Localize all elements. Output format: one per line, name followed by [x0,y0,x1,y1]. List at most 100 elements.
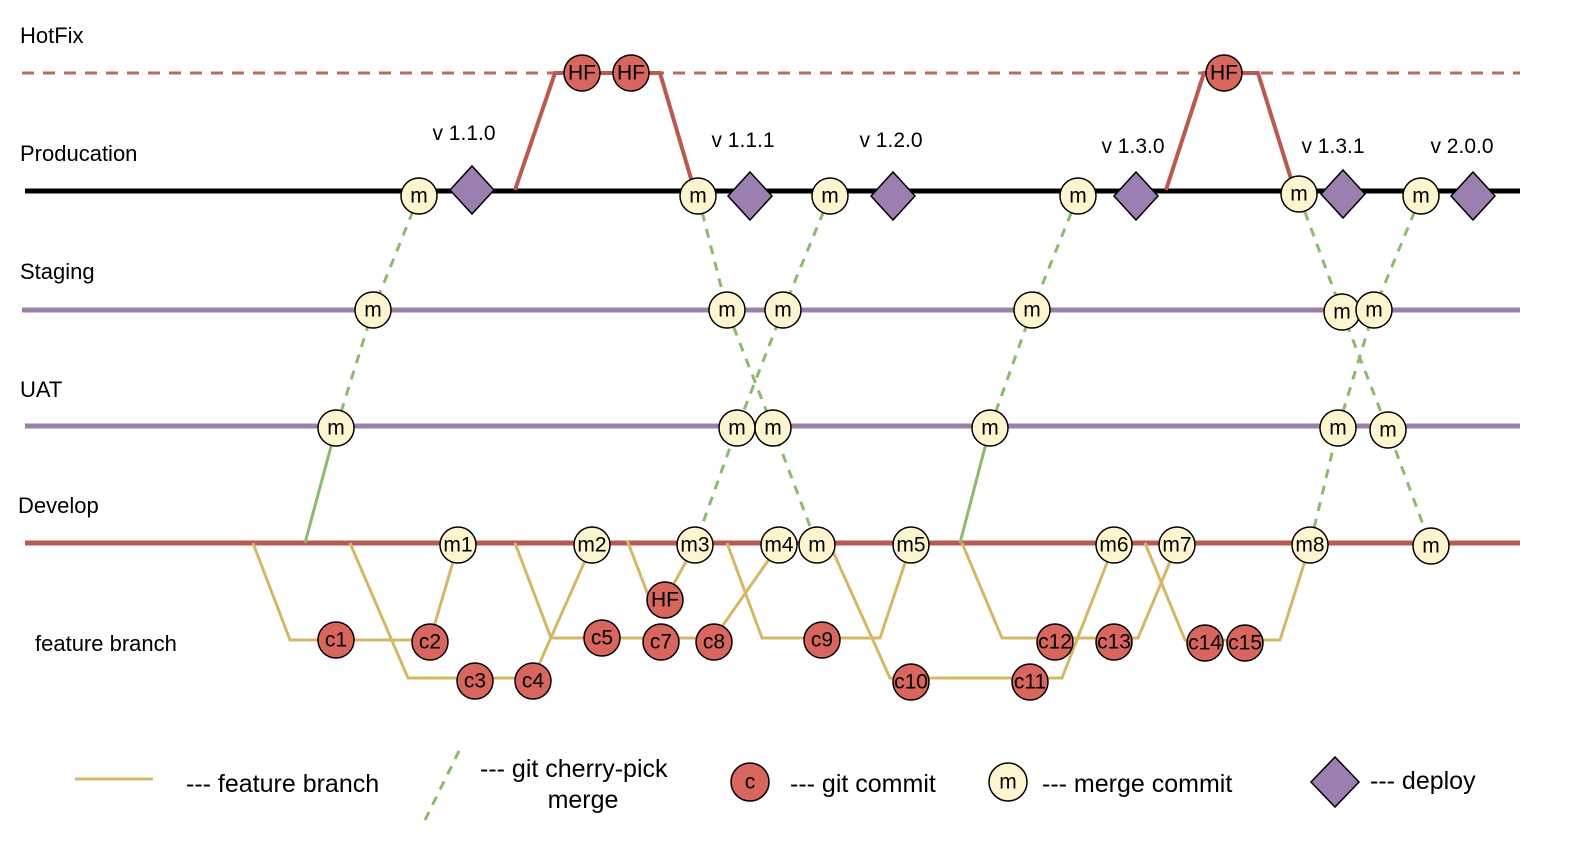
develop-merge-label: m [1422,535,1440,558]
develop-merge-label: m8 [1295,534,1324,557]
feature-commit-circle [1036,623,1074,661]
hotfix-commit-circle [563,54,601,92]
staging-merge-circle [708,291,746,329]
uat-merge-label: m [981,417,999,440]
develop-merge-circle [1158,526,1196,564]
uat-merge-circle [754,409,792,447]
legend-merge-icon [988,762,1028,802]
version-label: v 1.3.1 [1301,135,1364,158]
legend-cherry-line [423,744,464,821]
develop-merge-circle [439,526,477,564]
production-merge-circle [679,177,717,215]
feature-commit-circle [892,663,930,701]
cherry-pick-line [1308,195,1423,546]
production-merge-label: m [410,185,428,208]
feature-commit-circle [642,623,680,661]
production-merge-circle [1280,175,1318,213]
develop-merge-circle [1095,526,1133,564]
production-merge-circle [400,177,438,215]
staging-merge-label: m [1333,301,1351,324]
production-merge-label: m [821,185,839,208]
production-merge-label: m [689,185,707,208]
uat-merge-label: m [764,417,782,440]
develop-merge-label: m2 [577,534,606,557]
uat-merge-circle [971,409,1009,447]
develop-merge-label: m5 [896,534,925,557]
develop-merge-label: m7 [1162,534,1191,557]
develop-merge-circle [798,526,836,564]
feature-commit-circle [411,623,449,661]
feature-commit-label: c2 [419,631,441,654]
staging-merge-label: m [774,299,792,322]
develop-merge-circle [573,526,611,564]
develop-merge-label: m4 [764,534,793,557]
hotfix-commit-circle [612,54,650,92]
deploy-diamond-icon [869,170,917,222]
staging-merge-label: m [718,299,736,322]
deploy-diamond-icon [1319,168,1367,220]
develop-merge-circle [676,526,714,564]
legend-cherry-text: --- git cherry-pick [480,755,668,783]
feature-commit-label: c12 [1038,631,1072,654]
hotfix-branch-line [513,71,694,191]
uat-merge-label: m [1329,417,1347,440]
staging-merge-circle [354,291,392,329]
develop-merge-label: m [808,534,826,557]
deploy-diamond-icon [1449,170,1497,222]
feature-commit-circle [514,662,552,700]
feature-commit-label: c7 [650,631,672,654]
legend-commit-text: --- git commit [790,770,936,798]
production-merge-label: m [1412,185,1430,208]
hotfix-commit-circle [1205,54,1243,92]
develop-merge-label: m3 [680,534,709,557]
lane-label-feature: feature branch [35,631,177,656]
develop-merge-circle [1291,526,1329,564]
legend-merge-text: --- merge commit [1042,770,1232,798]
feature-commit-circle [1011,663,1049,701]
hotfix-commit-label: HF [568,62,596,85]
staging-merge-circle [1013,291,1051,329]
feature-commit-circle [317,621,355,659]
cherry-pick-line [696,195,819,546]
lane-label-uat: UAT [20,377,62,402]
cherry-pick-solid-line [303,427,338,544]
feature-commit-circle [646,581,684,619]
develop-merge-label: m6 [1099,534,1128,557]
lane-label-staging: Staging [20,259,95,284]
uat-merge-label: m [1379,419,1397,442]
feature-commit-circle [456,662,494,700]
feature-branch-line [960,542,1179,640]
feature-commit-circle [803,621,841,659]
uat-merge-label: m [728,417,746,440]
uat-merge-circle [1369,411,1407,449]
feature-branch-line [513,542,781,640]
legend-commit-icon [730,762,770,802]
feature-commit-label: c10 [894,671,928,694]
legend-cherry-text-2: merge [548,786,619,814]
lane-label-hotfix: HotFix [20,23,84,48]
staging-merge-label: m [364,299,382,322]
feature-commit-label: c4 [522,670,545,693]
legend-merge-symbol: m [999,771,1017,794]
production-merge-circle [1402,177,1440,215]
feature-commit-label: c3 [464,670,486,693]
feature-commit-label: c5 [591,627,613,650]
feature-commit-circle [1226,624,1264,662]
develop-merge-circle [1412,527,1450,565]
feature-branch-line [348,542,594,680]
production-merge-label: m [1069,185,1087,208]
cherry-pick-line [1297,195,1433,547]
hotfix-commit-label: HF [1210,62,1238,85]
staging-merge-label: m [1365,299,1383,322]
feature-branch-line [828,544,1116,680]
feature-branch-line [251,542,460,642]
staging-merge-label: m [1023,299,1041,322]
feature-commit-label: c14 [1188,632,1222,655]
hotfix-commit-label: HF [617,62,645,85]
staging-merge-circle [764,291,802,329]
feature-commit-label: HF [651,589,679,612]
feature-commit-circle [1095,623,1133,661]
lane-label-production: Producation [20,141,137,166]
deploy-diamond-icon [1112,170,1160,222]
